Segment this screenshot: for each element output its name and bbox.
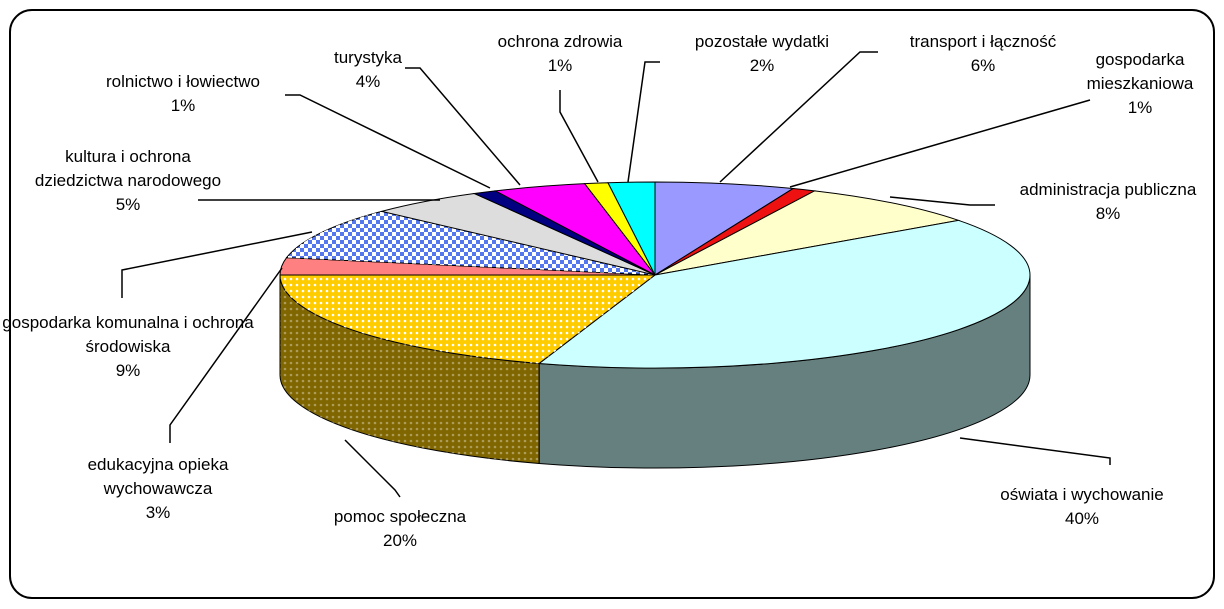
leader-line: [559, 90, 599, 183]
value-label: 40%: [1064, 509, 1100, 528]
category-label: oświata i wychowanie: [1000, 485, 1164, 504]
slice-label: turystyka 4%: [308, 46, 428, 94]
leader-line: [405, 67, 521, 186]
leader-line: [719, 51, 878, 183]
leader-line: [627, 61, 660, 183]
category-label: ochrona zdrowia: [497, 32, 623, 51]
leader-line: [285, 94, 491, 189]
slice-label: edukacyjna opieka wychowawcza 3%: [58, 453, 258, 525]
leader-line: [169, 267, 283, 443]
value-label: 8%: [1095, 204, 1121, 223]
value-label: 2%: [749, 56, 775, 75]
leader-line: [121, 231, 313, 298]
value-label: 4%: [355, 72, 381, 91]
category-label: edukacyjna opieka wychowawcza: [87, 455, 229, 498]
leader-line: [889, 196, 995, 206]
value-label: 1%: [170, 96, 196, 115]
slice: [607, 181, 656, 276]
slice: [654, 181, 795, 276]
slice-side-pattern: [280, 275, 540, 464]
frame: [9, 9, 1215, 599]
category-label: rolnictwo i łowiectwo: [106, 72, 260, 91]
slice-label: gospodarka mieszkaniowa 1%: [1075, 48, 1205, 120]
slice-label: administracja publiczna 8%: [988, 178, 1224, 226]
category-label: administracja publiczna: [1019, 180, 1197, 199]
value-label: 1%: [547, 56, 573, 75]
value-label: 3%: [145, 503, 171, 522]
leader-line: [344, 439, 401, 498]
category-label: kultura i ochrona dziedzictwa narodowego: [34, 147, 222, 190]
value-label: 1%: [1127, 98, 1153, 117]
leader-line: [789, 99, 1091, 188]
category-label: transport i łączność: [909, 32, 1057, 51]
value-label: 20%: [382, 531, 418, 550]
slice-label: pozostałe wydatki 2%: [662, 30, 862, 78]
slice: [537, 219, 1031, 369]
slice-label: gospodarka komunalna i ochrona środowisk…: [0, 311, 258, 383]
category-label: gospodarka komunalna i ochrona środowisk…: [2, 313, 254, 356]
value-label: 5%: [115, 195, 141, 214]
slice-label: ochrona zdrowia 1%: [460, 30, 660, 78]
category-label: gospodarka mieszkaniowa: [1086, 50, 1194, 93]
slice-label: pomoc społeczna 20%: [300, 505, 500, 553]
slice: [654, 190, 961, 276]
slice-pattern: [280, 275, 655, 364]
slice-label: rolnictwo i łowiectwo 1%: [53, 70, 313, 118]
category-label: pomoc społeczna: [333, 507, 467, 526]
slice-label: transport i łączność 6%: [863, 30, 1103, 78]
value-label: 6%: [970, 56, 996, 75]
slice-label: oświata i wychowanie 40%: [962, 483, 1202, 531]
value-label: 9%: [115, 361, 141, 380]
slice-label: kultura i ochrona dziedzictwa narodowego…: [28, 145, 228, 217]
category-label: pozostałe wydatki: [694, 32, 830, 51]
slice-pattern: [286, 211, 655, 275]
category-label: turystyka: [333, 48, 403, 67]
leader-line: [959, 437, 1111, 465]
